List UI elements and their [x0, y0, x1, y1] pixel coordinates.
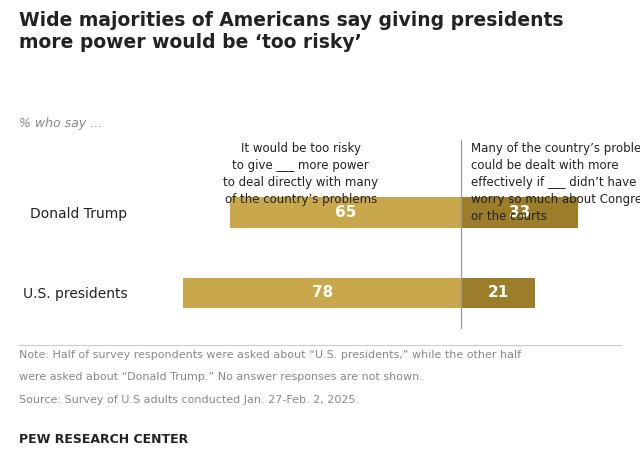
Text: 21: 21: [488, 285, 509, 300]
Text: Wide majorities of Americans say giving presidents
more power would be ‘too risk: Wide majorities of Americans say giving …: [19, 11, 564, 52]
Text: 78: 78: [312, 285, 333, 300]
Text: Many of the country’s problems
could be dealt with more
effectively if ___ didn’: Many of the country’s problems could be …: [472, 142, 640, 223]
Text: 33: 33: [509, 205, 530, 220]
Bar: [184, 278, 461, 308]
Text: Source: Survey of U.S adults conducted Jan. 27-Feb. 2, 2025.: Source: Survey of U.S adults conducted J…: [19, 395, 359, 405]
Bar: [461, 278, 536, 308]
Bar: [461, 197, 578, 228]
Text: Note: Half of survey respondents were asked about “U.S. presidents,” while the o: Note: Half of survey respondents were as…: [19, 350, 522, 359]
Bar: [230, 197, 461, 228]
Text: were asked about “Donald Trump.” No answer responses are not shown.: were asked about “Donald Trump.” No answ…: [19, 372, 423, 382]
Text: PEW RESEARCH CENTER: PEW RESEARCH CENTER: [19, 433, 188, 446]
Text: It would be too risky
to give ___ more power
to deal directly with many
of the c: It would be too risky to give ___ more p…: [223, 142, 378, 206]
Text: % who say …: % who say …: [19, 117, 103, 130]
Text: 65: 65: [335, 205, 356, 220]
